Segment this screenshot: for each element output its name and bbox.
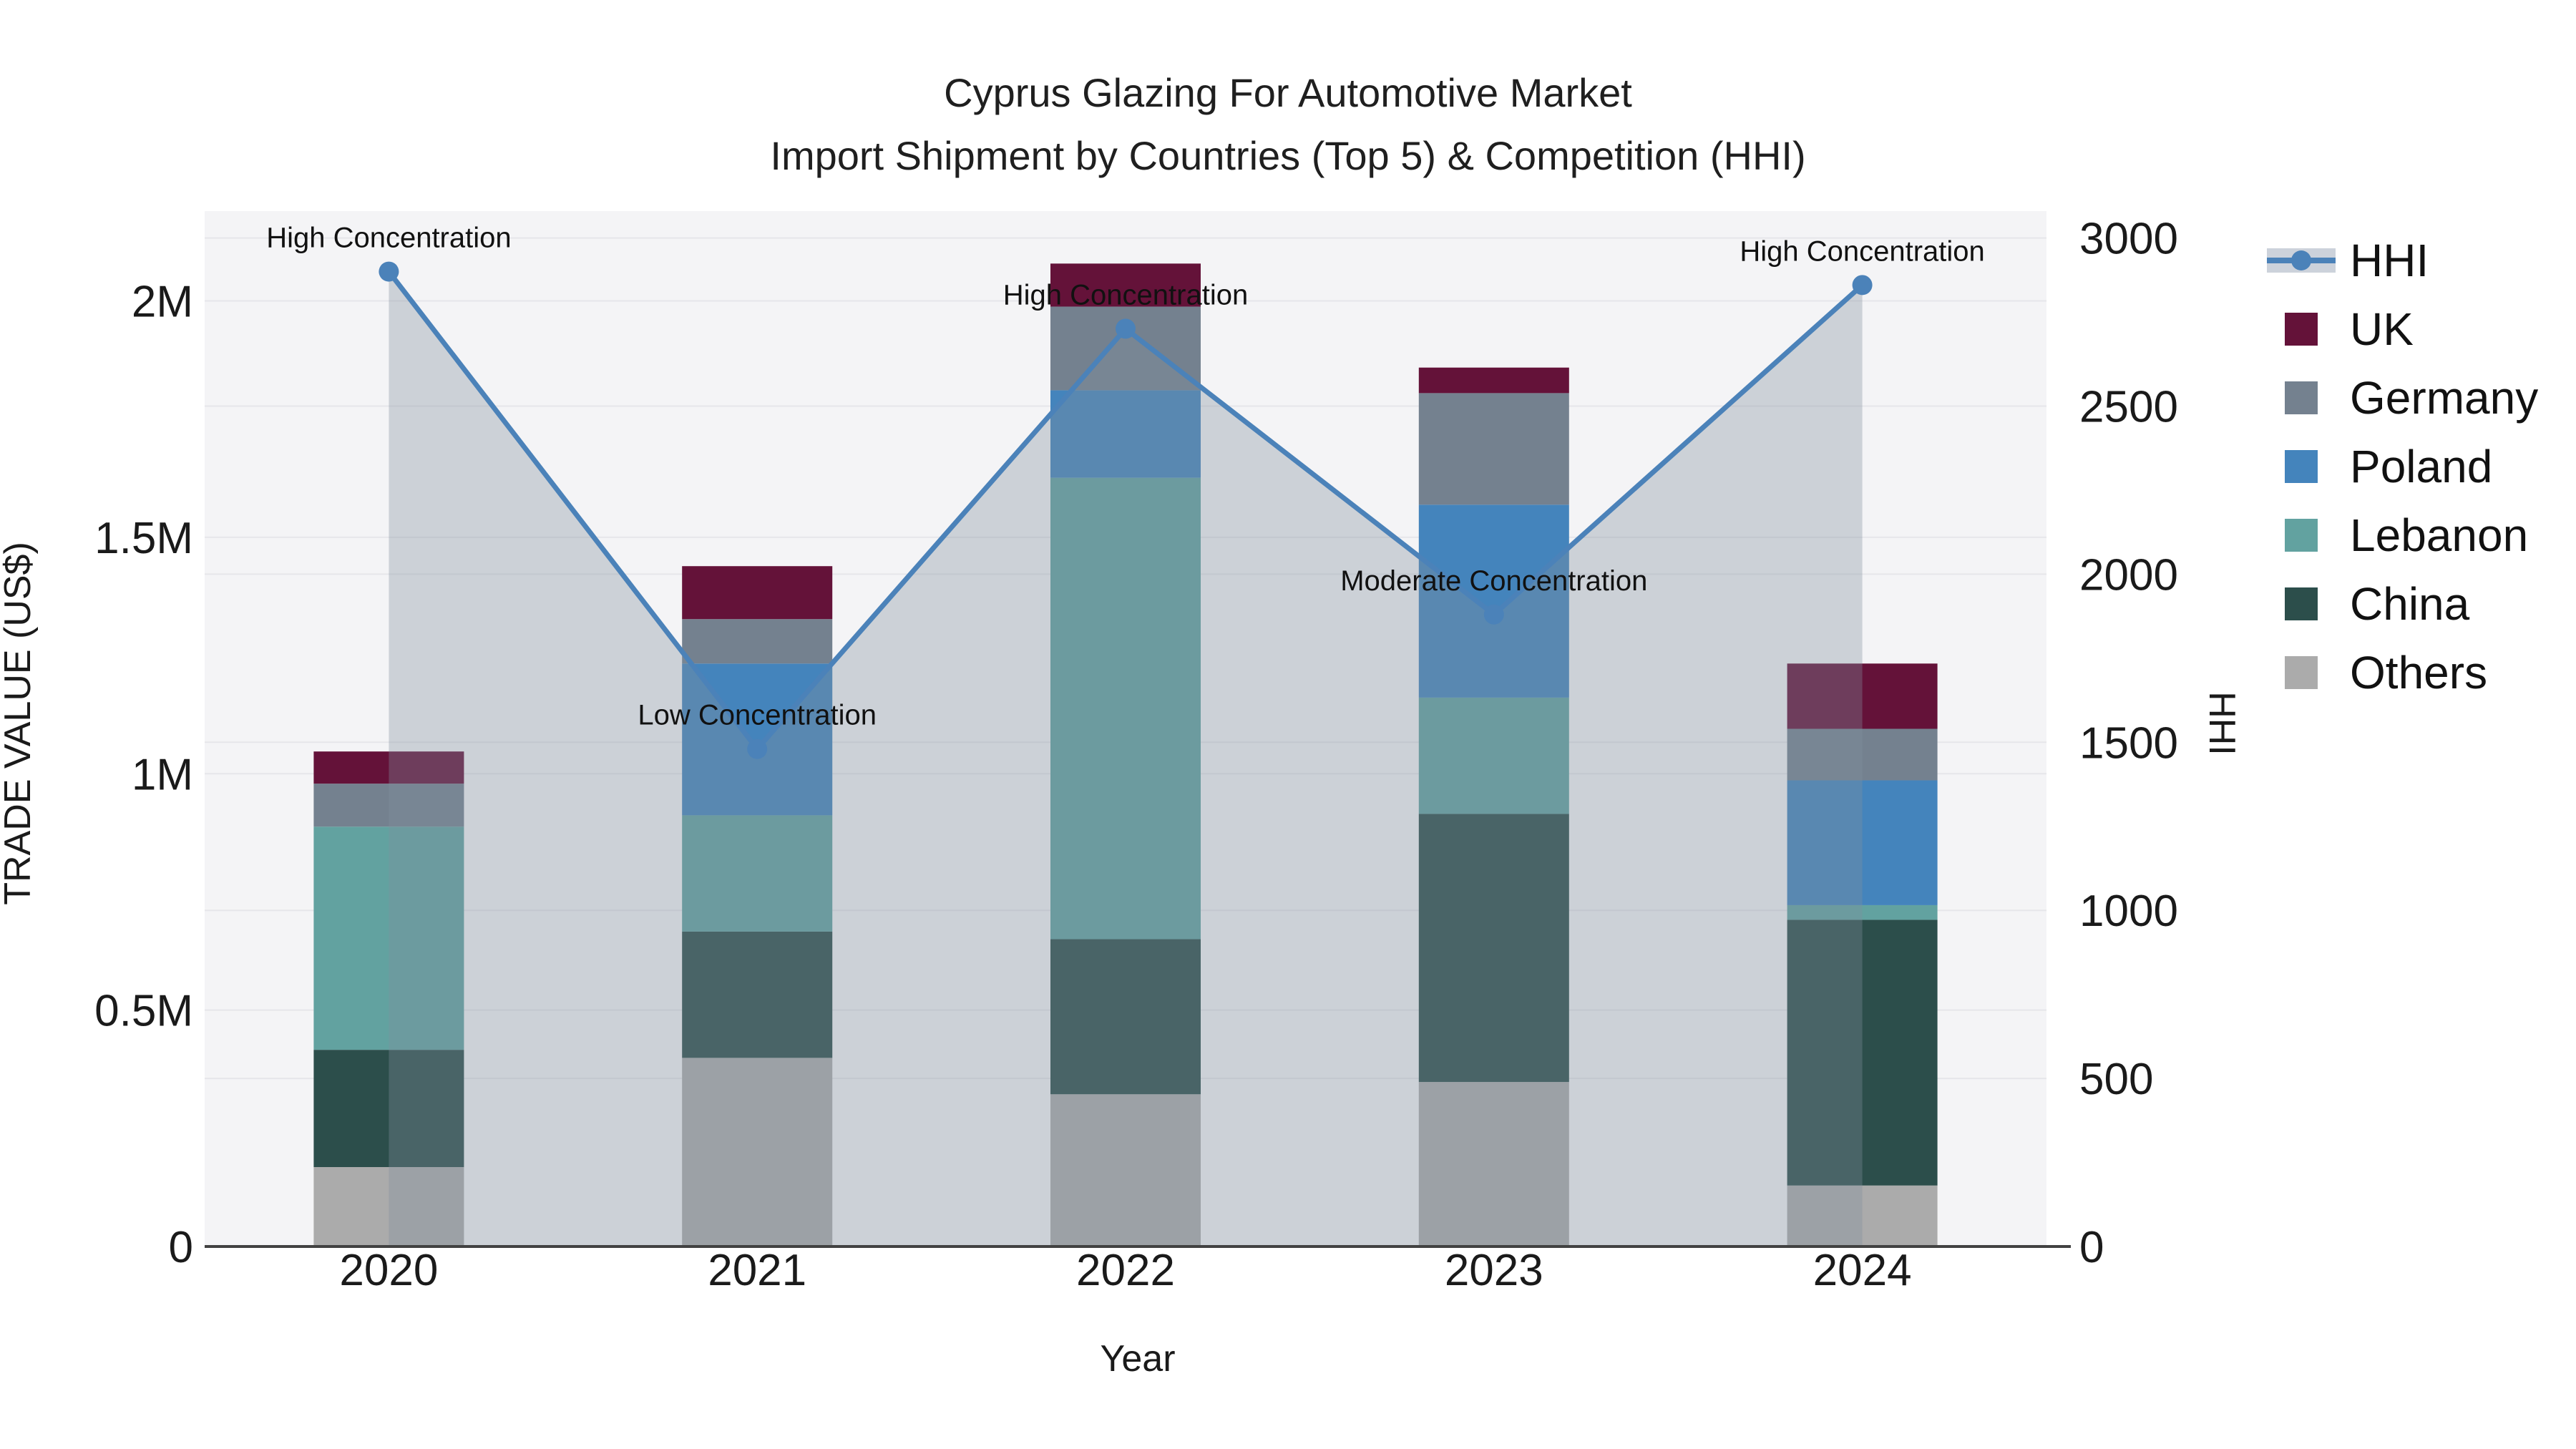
y-right-tick-label-2000: 2000 bbox=[2079, 550, 2178, 600]
color-swatch-icon bbox=[2285, 519, 2318, 552]
bar-segment-others-2023 bbox=[1418, 1082, 1569, 1246]
legend-swatch-icon-germany bbox=[2265, 381, 2337, 414]
annotation-2023: Moderate Concentration bbox=[1340, 565, 1647, 597]
bar-segment-uk-2021 bbox=[682, 566, 833, 620]
legend-item-poland[interactable]: Poland bbox=[2265, 432, 2538, 501]
y-right-tick-label-3000: 3000 bbox=[2079, 215, 2178, 264]
bar-segment-uk-2022 bbox=[1050, 263, 1201, 307]
bar-segment-china-2023 bbox=[1418, 814, 1569, 1083]
legend-item-china[interactable]: China bbox=[2265, 570, 2538, 638]
bar-segment-uk-2024 bbox=[1787, 663, 1938, 729]
legend-item-lebanon[interactable]: Lebanon bbox=[2265, 501, 2538, 570]
legend-item-others[interactable]: Others bbox=[2265, 638, 2538, 707]
hhi-marker-2023 bbox=[1483, 604, 1504, 625]
x-tick-label-2021: 2021 bbox=[708, 1246, 806, 1295]
bar-segment-others-2022 bbox=[1050, 1094, 1201, 1246]
legend-swatch-icon-uk bbox=[2265, 313, 2337, 346]
color-swatch-icon bbox=[2285, 587, 2318, 620]
x-tick-label-2020: 2020 bbox=[339, 1246, 438, 1295]
x-tick-label-2024: 2024 bbox=[1813, 1246, 1912, 1295]
hhi-marker-2021 bbox=[747, 738, 768, 759]
bar-segment-china-2022 bbox=[1050, 939, 1201, 1095]
bar-segment-lebanon-2022 bbox=[1050, 477, 1201, 940]
legend-label: HHI bbox=[2350, 235, 2429, 286]
hhi-marker-2020 bbox=[379, 261, 399, 282]
y-left-axis-title: TRADE VALUE (US$) bbox=[0, 542, 39, 905]
y-left-tick-label-0.5M: 0.5M bbox=[94, 987, 193, 1036]
bar-segment-lebanon-2020 bbox=[313, 826, 464, 1050]
chart-title: Cyprus Glazing For Automotive Market Imp… bbox=[0, 62, 2576, 187]
color-swatch-icon bbox=[2285, 656, 2318, 689]
bar-segment-others-2020 bbox=[313, 1166, 464, 1246]
y-right-tick-label-2500: 2500 bbox=[2079, 382, 2178, 431]
y-right-tick-label-1000: 1000 bbox=[2079, 887, 2178, 936]
y-left-tick-label-1.5M: 1.5M bbox=[94, 514, 193, 563]
legend-swatch-icon-others bbox=[2265, 656, 2337, 689]
y-right-tick-label-0: 0 bbox=[2079, 1223, 2104, 1272]
y-left-tick-label-2M: 2M bbox=[132, 278, 193, 327]
legend-label: China bbox=[2350, 578, 2470, 630]
color-swatch-icon bbox=[2285, 450, 2318, 483]
legend-item-hhi[interactable]: HHI bbox=[2265, 226, 2538, 295]
bar-segment-germany-2023 bbox=[1418, 393, 1569, 505]
x-tick-label-2022: 2022 bbox=[1076, 1246, 1175, 1295]
x-tick-label-2023: 2023 bbox=[1445, 1246, 1543, 1295]
bar-segment-china-2024 bbox=[1787, 919, 1938, 1186]
bar-segment-lebanon-2021 bbox=[682, 815, 833, 932]
bar-segment-germany-2021 bbox=[682, 619, 833, 664]
x-axis-title: Year bbox=[1100, 1338, 1175, 1380]
bar-segment-china-2021 bbox=[682, 931, 833, 1058]
legend-item-uk[interactable]: UK bbox=[2265, 295, 2538, 364]
y-left-tick-label-1M: 1M bbox=[132, 750, 193, 799]
bar-segment-uk-2020 bbox=[313, 751, 464, 784]
y-right-tick-label-1500: 1500 bbox=[2079, 718, 2178, 768]
bar-segment-uk-2023 bbox=[1418, 367, 1569, 394]
bar-segment-germany-2024 bbox=[1787, 728, 1938, 781]
legend-swatch-icon-china bbox=[2265, 587, 2337, 620]
legend-swatch-icon-poland bbox=[2265, 450, 2337, 483]
hhi-line-marker-icon bbox=[2267, 248, 2336, 273]
legend-label: UK bbox=[2350, 303, 2414, 355]
bar-segment-others-2021 bbox=[682, 1058, 833, 1246]
hhi-marker-2024 bbox=[1852, 275, 1873, 296]
legend-label: Others bbox=[2350, 647, 2488, 698]
bar-segment-lebanon-2024 bbox=[1787, 904, 1938, 920]
legend-item-germany[interactable]: Germany bbox=[2265, 364, 2538, 432]
bar-segment-poland-2023 bbox=[1418, 504, 1569, 698]
bar-segment-china-2020 bbox=[313, 1050, 464, 1167]
legend-swatch-icon-lebanon bbox=[2265, 519, 2337, 552]
color-swatch-icon bbox=[2285, 313, 2318, 346]
bar-segment-others-2024 bbox=[1787, 1185, 1938, 1246]
legend: HHI UK Germany Poland Lebanon China Others bbox=[2265, 226, 2538, 707]
bar-segment-poland-2024 bbox=[1787, 780, 1938, 905]
y-left-tick-label-0: 0 bbox=[169, 1223, 193, 1272]
annotation-2021: Low Concentration bbox=[638, 700, 877, 731]
color-swatch-icon bbox=[2285, 381, 2318, 414]
chart-title-line1: Cyprus Glazing For Automotive Market bbox=[944, 70, 1632, 115]
bar-segment-poland-2022 bbox=[1050, 390, 1201, 478]
legend-label: Germany bbox=[2350, 372, 2539, 424]
hhi-line-swatch-icon bbox=[2265, 248, 2337, 273]
annotation-2022: High Concentration bbox=[1003, 279, 1248, 311]
legend-label: Lebanon bbox=[2350, 509, 2529, 561]
bar-segment-germany-2020 bbox=[313, 784, 464, 827]
hhi-marker-2022 bbox=[1116, 318, 1136, 339]
annotation-2020: High Concentration bbox=[266, 223, 511, 254]
legend-label: Poland bbox=[2350, 441, 2493, 492]
hhi-area-fill bbox=[389, 271, 1863, 1246]
y-right-axis-title: HHI bbox=[2201, 691, 2243, 756]
annotation-2024: High Concentration bbox=[1740, 235, 1984, 267]
chart-title-line2: Import Shipment by Countries (Top 5) & C… bbox=[770, 133, 1806, 178]
y-right-tick-label-500: 500 bbox=[2079, 1055, 2153, 1104]
bar-segment-lebanon-2023 bbox=[1418, 697, 1569, 814]
